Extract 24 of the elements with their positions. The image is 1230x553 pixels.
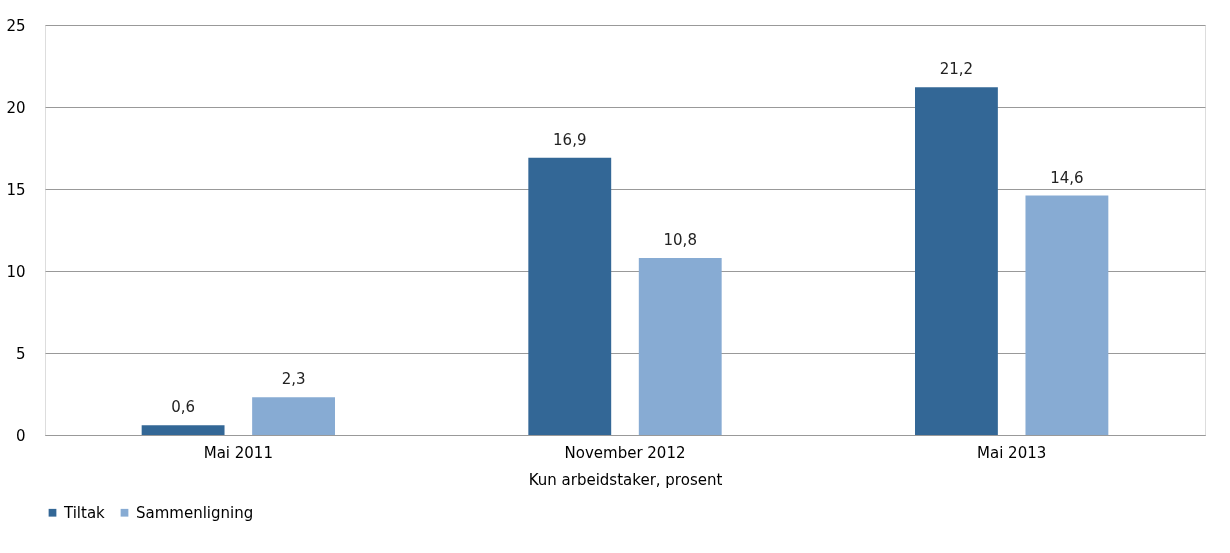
data-label: 10,8 bbox=[663, 230, 697, 249]
data-label: 0,6 bbox=[171, 398, 196, 417]
bar bbox=[252, 397, 335, 435]
y-tick-label: 20 bbox=[6, 98, 26, 117]
legend-label: Sammenligning bbox=[136, 503, 254, 522]
bar bbox=[141, 425, 225, 435]
y-tick-label: 25 bbox=[6, 16, 26, 35]
y-tick-label: 0 bbox=[15, 426, 26, 445]
x-tick-label: November 2012 bbox=[564, 443, 686, 462]
x-tick-label: Mai 2011 bbox=[203, 443, 273, 462]
bar bbox=[638, 257, 722, 435]
data-label: 21,2 bbox=[939, 60, 974, 79]
bar bbox=[1025, 195, 1109, 435]
data-label: 16,9 bbox=[553, 130, 587, 149]
data-label: 14,6 bbox=[1050, 168, 1084, 187]
y-tick-label: 5 bbox=[15, 344, 26, 363]
data-label: 2,3 bbox=[281, 370, 306, 389]
bar bbox=[915, 87, 998, 435]
x-axis-title: Kun arbeidstaker, prosent bbox=[528, 470, 723, 489]
y-tick-label: 15 bbox=[6, 180, 26, 199]
legend-label: Tiltak bbox=[63, 503, 106, 522]
x-tick-label: Mai 2013 bbox=[977, 443, 1047, 462]
y-tick-label: 10 bbox=[6, 262, 26, 281]
bar bbox=[528, 157, 612, 435]
